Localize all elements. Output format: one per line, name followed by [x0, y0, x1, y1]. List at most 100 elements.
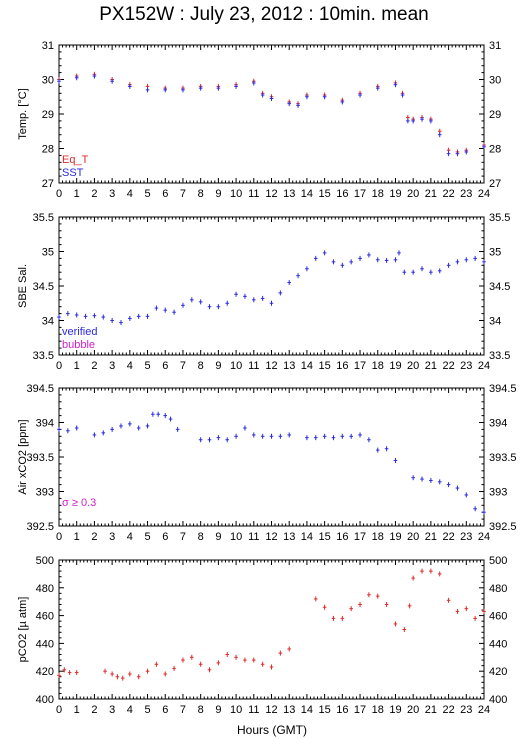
x-tick-label: 19 — [389, 531, 401, 543]
panel-frame — [58, 387, 485, 527]
y-axis-label: SBE Sal. — [17, 264, 29, 308]
data-point — [429, 477, 433, 483]
data-point — [358, 92, 362, 98]
data-point — [67, 670, 72, 676]
data-point — [234, 654, 238, 660]
x-tick-label: 1 — [74, 360, 80, 372]
y-tick-label-right: 480 — [489, 583, 507, 595]
series-verified — [57, 250, 486, 326]
data-point — [367, 252, 371, 258]
data-point — [340, 433, 345, 439]
data-point — [83, 313, 88, 319]
data-point — [66, 428, 70, 434]
data-point — [287, 432, 292, 438]
y-tick-label-left: 35.5 — [33, 212, 54, 224]
x-tick-label: 10 — [230, 188, 242, 200]
y-tick-label-right: 33.5 — [489, 350, 510, 362]
data-point — [269, 433, 274, 439]
data-point — [234, 83, 238, 89]
data-point — [190, 654, 194, 660]
y-tick-label-left: 30 — [42, 75, 54, 87]
x-tick-label: 16 — [336, 188, 348, 200]
y-tick-label-right: 392.5 — [489, 521, 517, 533]
data-point — [313, 435, 318, 441]
data-point — [234, 433, 238, 439]
data-point — [74, 75, 79, 81]
x-tick-label: 4 — [127, 360, 133, 372]
data-point — [322, 250, 327, 256]
x-tick-label: 1 — [74, 531, 80, 543]
data-point — [251, 297, 256, 303]
data-point — [74, 312, 79, 318]
chart-title: PX152W : July 23, 2012 : 10min. mean — [99, 4, 429, 25]
x-tick-label: 2 — [91, 360, 97, 372]
x-tick-label: 11 — [248, 531, 259, 543]
x-tick-label: 4 — [127, 531, 133, 543]
data-point — [420, 476, 424, 482]
data-point — [322, 604, 327, 610]
annotation-sigma: σ ≥ 0.3 — [62, 497, 96, 509]
y-tick-label-left: 34 — [42, 316, 54, 328]
x-tick-label: 5 — [144, 360, 150, 372]
y-tick-label-left: 394.5 — [26, 383, 54, 395]
data-point — [420, 568, 424, 574]
data-point — [57, 672, 61, 678]
data-point — [119, 423, 123, 429]
data-point — [464, 606, 469, 612]
data-point — [393, 82, 398, 88]
x-tick-label: 21 — [425, 188, 437, 200]
x-tick-label: 13 — [283, 360, 295, 372]
data-point — [411, 475, 415, 481]
data-point — [375, 593, 380, 599]
y-tick-label-right: 27 — [489, 178, 501, 190]
data-point — [198, 437, 203, 443]
x-tick-label: 9 — [215, 704, 221, 716]
data-point — [287, 101, 292, 107]
legend-entry: SST — [62, 167, 84, 179]
x-tick-label: 12 — [265, 531, 277, 543]
data-point — [296, 273, 300, 279]
panel-temperature: 0 1 2 3 4 5 6 7 8 9 10 11 12 13 14 15 16 17 18 19 20 21 22 23 24… — [17, 40, 501, 200]
data-point — [375, 257, 380, 263]
series-sst — [57, 73, 486, 157]
data-point — [446, 597, 451, 603]
data-point — [446, 262, 451, 268]
x-tick-label: 20 — [407, 188, 419, 200]
x-tick-label: 24 — [478, 704, 490, 716]
x-tick-label: 7 — [180, 531, 186, 543]
x-tick-label: 13 — [283, 704, 295, 716]
x-tick-label: 20 — [407, 531, 419, 543]
x-tick-label: 22 — [442, 188, 454, 200]
data-point — [340, 262, 345, 268]
y-axis-label: pCO2 [µ atm] — [17, 597, 29, 663]
x-tick-label: 9 — [215, 360, 221, 372]
data-point — [128, 83, 132, 89]
data-point — [375, 447, 380, 453]
x-tick-label: 20 — [407, 360, 419, 372]
data-point — [384, 446, 389, 452]
data-point — [163, 671, 168, 677]
y-tick-label-left: 31 — [42, 40, 54, 52]
series-eq-t — [57, 71, 486, 155]
y-tick-label-right: 393.5 — [489, 452, 517, 464]
data-point — [305, 266, 309, 272]
data-point — [181, 87, 185, 93]
data-point — [437, 268, 442, 274]
data-point — [216, 435, 221, 441]
data-point — [216, 660, 221, 666]
data-point — [340, 99, 345, 105]
x-tick-label: 21 — [425, 531, 437, 543]
x-tick-label: 8 — [198, 704, 204, 716]
data-point — [278, 433, 283, 439]
x-tick-label: 7 — [180, 360, 186, 372]
x-tick-label: 3 — [109, 531, 115, 543]
x-tick-label: 16 — [336, 704, 348, 716]
data-point — [101, 430, 106, 436]
data-point — [198, 661, 203, 667]
data-point — [101, 314, 106, 320]
data-point — [57, 314, 61, 320]
x-tick-label: 20 — [407, 704, 419, 716]
data-point — [154, 661, 159, 667]
x-tick-label: 19 — [389, 360, 401, 372]
